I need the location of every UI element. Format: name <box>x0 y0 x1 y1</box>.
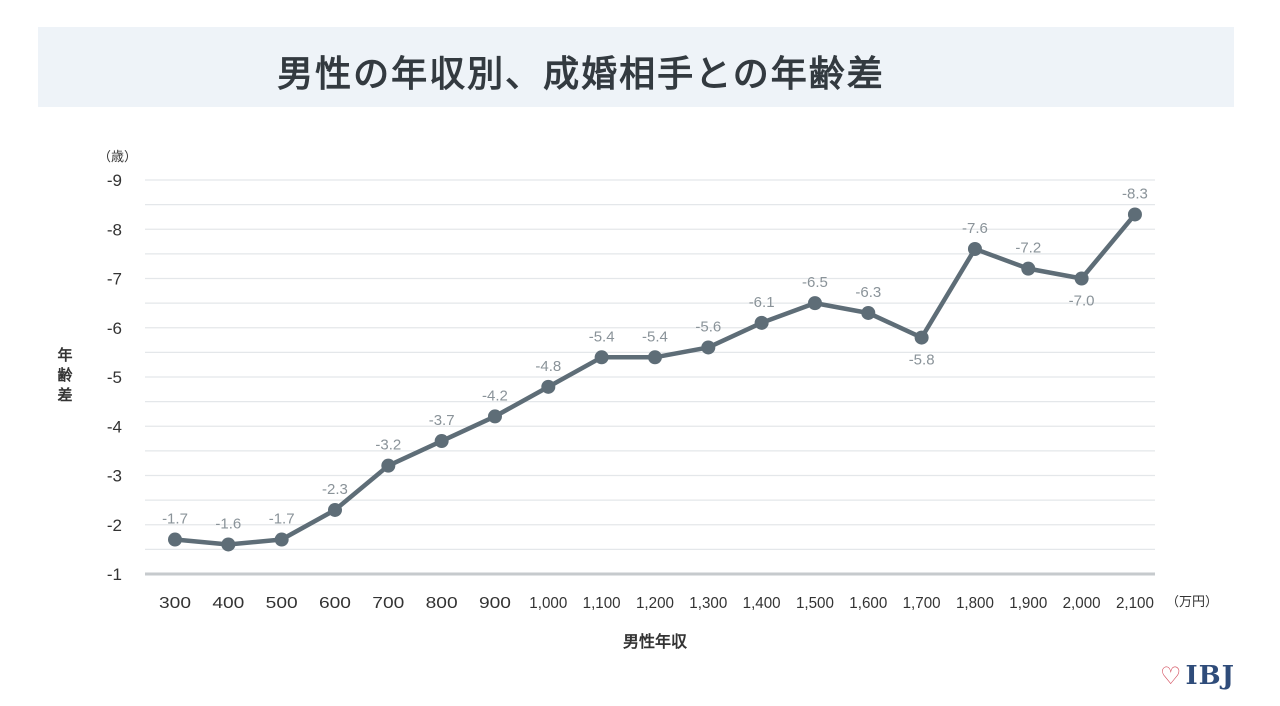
y-tick-label: -6 <box>107 319 122 338</box>
data-label: -3.7 <box>429 412 455 429</box>
x-tick-label: 1,400 <box>743 595 781 612</box>
data-label: -8.3 <box>1122 185 1148 202</box>
chart-title: 男性の年収別、成婚相手との年齢差 <box>277 54 885 95</box>
data-point <box>541 379 556 394</box>
data-label: -4.8 <box>535 358 561 375</box>
data-label: -6.3 <box>855 284 881 301</box>
data-label: -5.4 <box>642 328 668 345</box>
y-tick-label: -4 <box>107 417 122 436</box>
data-point <box>647 350 662 365</box>
data-point <box>861 305 876 320</box>
data-labels: -1.7 -1.6 -1.7 -2.3 -3.2 -3.7 -4.2 -4.8 -5.4 -5.4… <box>162 185 1148 532</box>
x-tick-label: 800 <box>426 595 458 612</box>
data-point <box>221 537 236 552</box>
x-tick-label: 400 <box>212 595 244 612</box>
data-label: -2.3 <box>322 481 348 498</box>
x-tick-label: 1,000 <box>529 595 567 612</box>
data-point <box>807 296 822 311</box>
x-tick-label: 1,200 <box>636 595 674 612</box>
data-label: -6.1 <box>749 294 775 311</box>
x-unit-label: （万円） <box>1166 595 1218 610</box>
y-tick-label: -5 <box>107 368 122 387</box>
data-point <box>487 409 502 424</box>
data-point <box>1127 207 1142 222</box>
axes: -1 -2 -3 -4 -5 -6 -7 -8 -9 （歳） 年齢差 300 400 500 600 700 8… <box>57 150 1218 651</box>
y-tick-label: -9 <box>107 171 122 190</box>
data-points <box>168 207 1142 552</box>
x-tick-label: 2,100 <box>1116 595 1154 612</box>
x-tick-label: 1,600 <box>849 595 887 612</box>
data-label: -7.0 <box>1069 293 1095 310</box>
y-tick-label: -1 <box>107 565 122 584</box>
data-label: -5.4 <box>589 328 615 345</box>
data-label: -7.2 <box>1015 240 1041 257</box>
data-point <box>381 458 396 473</box>
x-tick-label: 1,300 <box>689 595 727 612</box>
data-point <box>1074 271 1089 286</box>
x-tick-label: 700 <box>372 595 404 612</box>
x-tick-label: 600 <box>319 595 351 612</box>
x-axis-label: 男性年収 <box>623 632 688 651</box>
data-point <box>274 532 289 547</box>
data-label: -4.2 <box>482 387 508 404</box>
x-tick-label: 300 <box>159 595 191 612</box>
ibj-logo: ♡ IBJ <box>1160 660 1235 692</box>
x-tick-label: 1,800 <box>956 595 994 612</box>
data-point <box>967 241 982 256</box>
y-tick-label: -2 <box>107 516 122 535</box>
x-tick-label: 500 <box>266 595 298 612</box>
gridlines <box>145 179 1155 551</box>
data-point <box>594 350 609 365</box>
data-label: -1.7 <box>162 511 188 528</box>
series-line-layer <box>174 213 1137 547</box>
y-tick-label: -8 <box>107 220 122 239</box>
x-tick-label: 900 <box>479 595 511 612</box>
data-point <box>914 330 929 345</box>
data-point <box>754 315 769 330</box>
data-label: -7.6 <box>962 220 988 237</box>
series-line <box>174 213 1137 547</box>
data-point <box>701 340 716 355</box>
logo-text: IBJ <box>1185 661 1235 691</box>
x-tick-label: 1,900 <box>1009 595 1047 612</box>
x-tick-label: 1,700 <box>903 595 941 612</box>
data-point <box>327 502 342 517</box>
data-point <box>168 532 182 547</box>
y-unit-label: （歳） <box>98 150 137 165</box>
x-tick-label: 1,500 <box>796 595 834 612</box>
heart-icon: ♡ <box>1160 662 1182 690</box>
y-axis-label: 年齢差 <box>57 346 73 404</box>
data-label: -5.6 <box>695 318 721 335</box>
x-tick-label: 1,100 <box>583 595 621 612</box>
y-tick-label: -3 <box>107 467 122 486</box>
data-label: -5.8 <box>909 352 935 369</box>
x-tick-label: 2,000 <box>1063 595 1101 612</box>
data-label: -6.5 <box>802 274 828 291</box>
data-point <box>1021 261 1036 276</box>
data-label: -1.6 <box>215 515 241 532</box>
data-label: -1.7 <box>269 511 295 528</box>
data-point <box>434 434 449 449</box>
data-label: -3.2 <box>375 437 401 454</box>
title-band: 男性の年収別、成婚相手との年齢差 <box>38 27 1234 107</box>
y-tick-label: -7 <box>107 270 122 289</box>
